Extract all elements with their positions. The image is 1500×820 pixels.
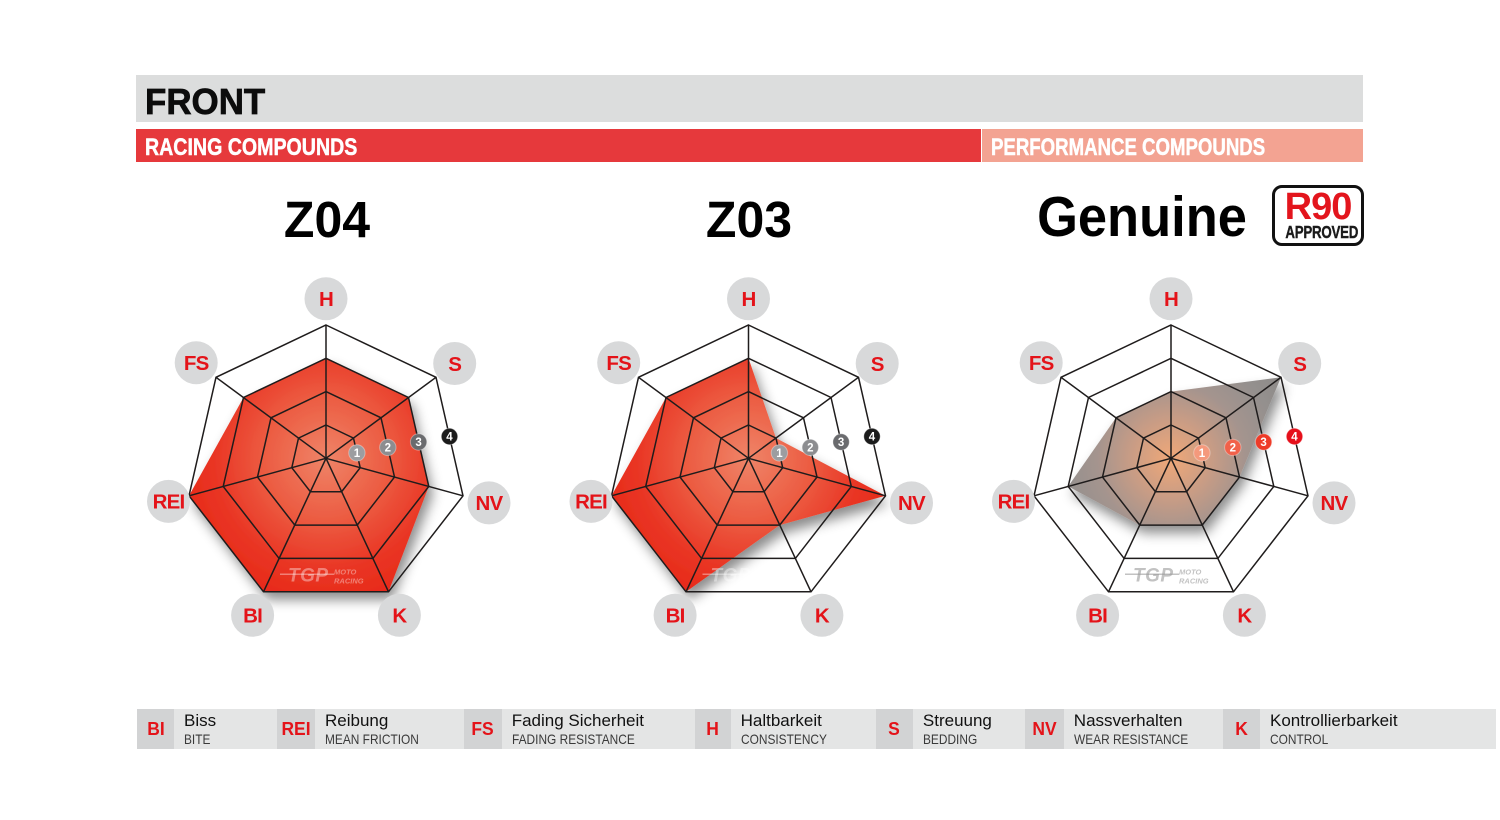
svg-text:3: 3 bbox=[1260, 437, 1266, 449]
svg-text:S: S bbox=[871, 353, 884, 376]
svg-text:RACING: RACING bbox=[334, 576, 364, 585]
svg-text:1: 1 bbox=[1199, 448, 1206, 460]
svg-text:S: S bbox=[1293, 353, 1306, 376]
svg-text:4: 4 bbox=[1291, 432, 1298, 444]
svg-text:BI: BI bbox=[243, 605, 262, 628]
svg-text:4: 4 bbox=[869, 432, 876, 444]
svg-text:1: 1 bbox=[776, 448, 783, 460]
svg-text:FS: FS bbox=[606, 352, 631, 375]
svg-text:H: H bbox=[741, 288, 755, 311]
svg-text:BI: BI bbox=[666, 605, 685, 628]
svg-text:2: 2 bbox=[1230, 443, 1236, 455]
svg-text:REI: REI bbox=[575, 491, 607, 514]
svg-text:REI: REI bbox=[153, 491, 185, 514]
svg-text:RACING: RACING bbox=[1179, 576, 1209, 585]
svg-text:3: 3 bbox=[415, 437, 421, 449]
svg-text:4: 4 bbox=[446, 432, 453, 444]
svg-text:K: K bbox=[392, 605, 407, 628]
svg-text:K: K bbox=[815, 605, 830, 628]
svg-text:H: H bbox=[1164, 288, 1178, 311]
svg-text:3: 3 bbox=[838, 437, 844, 449]
svg-text:TGP: TGP bbox=[711, 565, 752, 586]
svg-text:MOTO: MOTO bbox=[334, 567, 357, 576]
svg-text:FS: FS bbox=[1029, 352, 1054, 375]
svg-text:1: 1 bbox=[354, 448, 361, 460]
svg-text:NV: NV bbox=[476, 492, 504, 515]
svg-text:FS: FS bbox=[184, 352, 209, 375]
svg-text:BI: BI bbox=[1088, 605, 1107, 628]
svg-text:2: 2 bbox=[807, 443, 813, 455]
svg-text:TGP: TGP bbox=[288, 565, 329, 586]
svg-text:NV: NV bbox=[898, 492, 926, 515]
svg-text:MOTO: MOTO bbox=[1179, 567, 1202, 576]
svg-text:K: K bbox=[1237, 605, 1252, 628]
svg-text:MOTO: MOTO bbox=[757, 567, 780, 576]
svg-text:TGP: TGP bbox=[1133, 565, 1174, 586]
svg-text:H: H bbox=[319, 288, 333, 311]
svg-text:NV: NV bbox=[1321, 492, 1349, 515]
svg-text:S: S bbox=[448, 353, 461, 376]
svg-text:RACING: RACING bbox=[757, 576, 787, 585]
svg-text:2: 2 bbox=[385, 443, 391, 455]
svg-text:REI: REI bbox=[998, 491, 1030, 514]
